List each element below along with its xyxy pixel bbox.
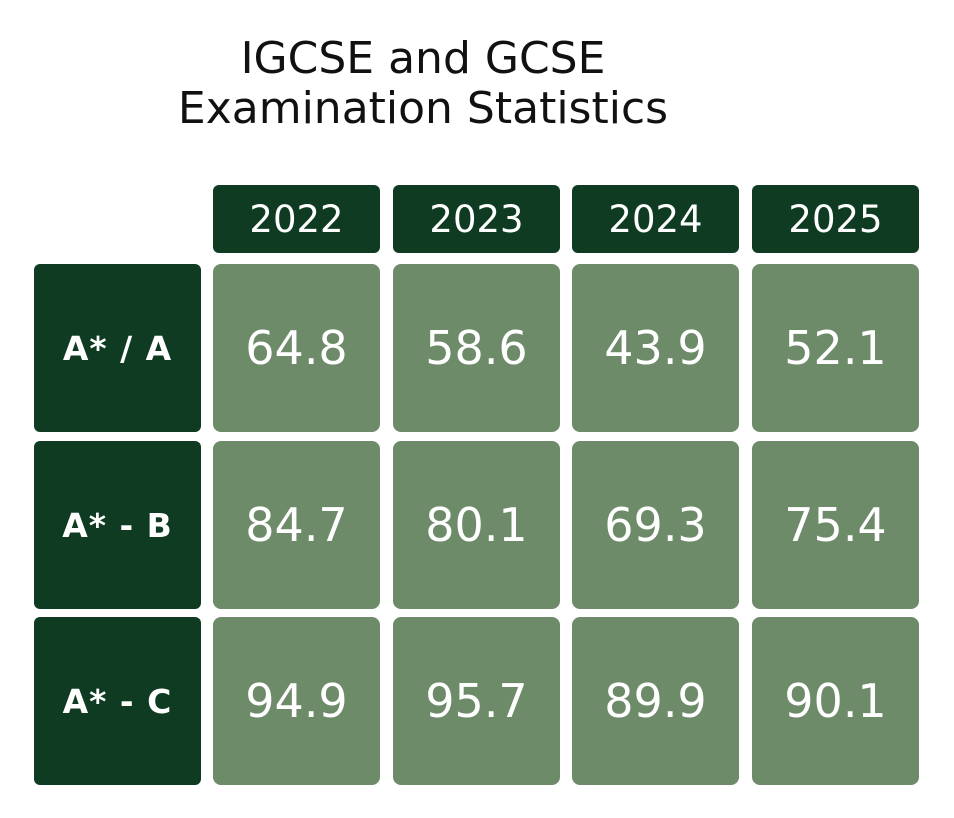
value-cell-3-2025: 90.1 bbox=[752, 617, 919, 785]
year-header-2024: 2024 bbox=[572, 185, 739, 253]
value-cell-3-2023: 95.7 bbox=[393, 617, 560, 785]
value-cell-2-2022: 84.7 bbox=[213, 441, 380, 609]
year-header-2022: 2022 bbox=[213, 185, 380, 253]
grade-label-2: A* - B bbox=[34, 441, 201, 609]
year-header-2025: 2025 bbox=[752, 185, 919, 253]
grade-label-3: A* - C bbox=[34, 617, 201, 785]
value-cell-1-2022: 64.8 bbox=[213, 264, 380, 432]
grade-label-1: A* / A bbox=[34, 264, 201, 432]
value-cell-2-2023: 80.1 bbox=[393, 441, 560, 609]
value-cell-1-2024: 43.9 bbox=[572, 264, 739, 432]
title-line-1: IGCSE and GCSE bbox=[240, 33, 606, 84]
chart-title: IGCSE and GCSE Examination Statistics bbox=[150, 34, 696, 134]
value-cell-1-2023: 58.6 bbox=[393, 264, 560, 432]
value-cell-1-2025: 52.1 bbox=[752, 264, 919, 432]
value-cell-3-2024: 89.9 bbox=[572, 617, 739, 785]
year-header-2023: 2023 bbox=[393, 185, 560, 253]
value-cell-2-2025: 75.4 bbox=[752, 441, 919, 609]
title-line-2: Examination Statistics bbox=[177, 83, 669, 134]
value-cell-3-2022: 94.9 bbox=[213, 617, 380, 785]
value-cell-2-2024: 69.3 bbox=[572, 441, 739, 609]
